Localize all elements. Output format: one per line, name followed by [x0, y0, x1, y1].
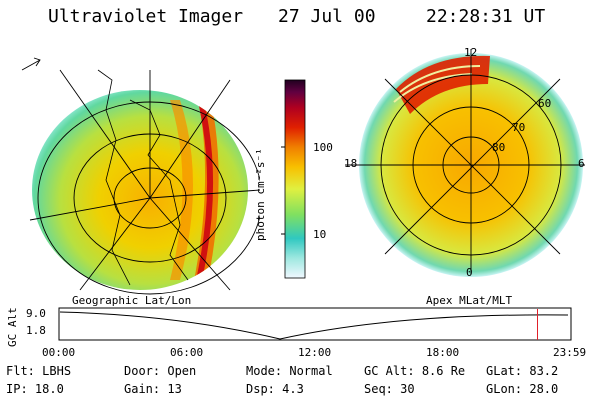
- timeline-xtick-2: 12:00: [298, 346, 332, 359]
- timeline-xtick-1: 06:00: [170, 346, 204, 359]
- info-glon: GLon: 28.0: [486, 382, 559, 396]
- info-seq: Seq: 30: [364, 382, 415, 396]
- colorbar-tick-100: 100: [313, 141, 333, 154]
- info-glat: GLat: 83.2: [486, 364, 559, 378]
- geo-grid: [29, 69, 260, 295]
- apex-panel-label: Apex MLat/MLT: [426, 294, 513, 307]
- geo-emission-disc: [32, 90, 248, 290]
- timeline-xtick-0: 00:00: [42, 346, 76, 359]
- info-flt: Flt: LBHS: [6, 364, 72, 378]
- geographic-panel-label: Geographic Lat/Lon: [72, 294, 192, 307]
- instrument-title: Ultraviolet Imager: [48, 6, 244, 27]
- timeline-plot: [58, 307, 572, 341]
- mlt-label-12: 12: [464, 46, 478, 59]
- colorbar-tick-10: 10: [313, 228, 327, 241]
- colorbar: [281, 79, 306, 279]
- mlat-label-70: 70: [512, 121, 526, 134]
- time-label: 22:28:31 UT: [426, 6, 546, 27]
- coastlines: [97, 69, 189, 286]
- mag-grid: [345, 49, 585, 274]
- mlat-label-60: 60: [538, 97, 552, 110]
- info-gain: Gain: 13: [124, 382, 182, 396]
- info-gc-alt: GC Alt: 8.6 Re: [364, 364, 466, 378]
- sun-direction-arrow-icon: [21, 57, 41, 71]
- info-mode: Mode: Normal: [246, 364, 333, 378]
- mlt-label-0: 0: [466, 266, 473, 279]
- altitude-curve: [59, 311, 569, 340]
- mlat-label-80: 80: [492, 141, 506, 154]
- mlt-label-6: 6: [578, 157, 585, 170]
- timeline-ytick-min: 1.8: [26, 324, 46, 337]
- magnetic-image: [345, 49, 585, 277]
- timeline-xtick-3: 18:00: [426, 346, 460, 359]
- info-dsp: Dsp: 4.3: [246, 382, 304, 396]
- timeline-ytick-max: 9.0: [26, 307, 46, 320]
- colorbar-unit-label: photon cm⁻²s⁻¹: [254, 148, 267, 241]
- info-door: Door: Open: [124, 364, 197, 378]
- mlt-label-18: 18: [344, 157, 358, 170]
- geographic-image: [21, 57, 260, 295]
- timeline-ylabel: GC Alt: [6, 307, 19, 347]
- info-ip: IP: 18.0: [6, 382, 64, 396]
- date-label: 27 Jul 00: [278, 6, 376, 27]
- timeline-xtick-4: 23:59: [553, 346, 587, 359]
